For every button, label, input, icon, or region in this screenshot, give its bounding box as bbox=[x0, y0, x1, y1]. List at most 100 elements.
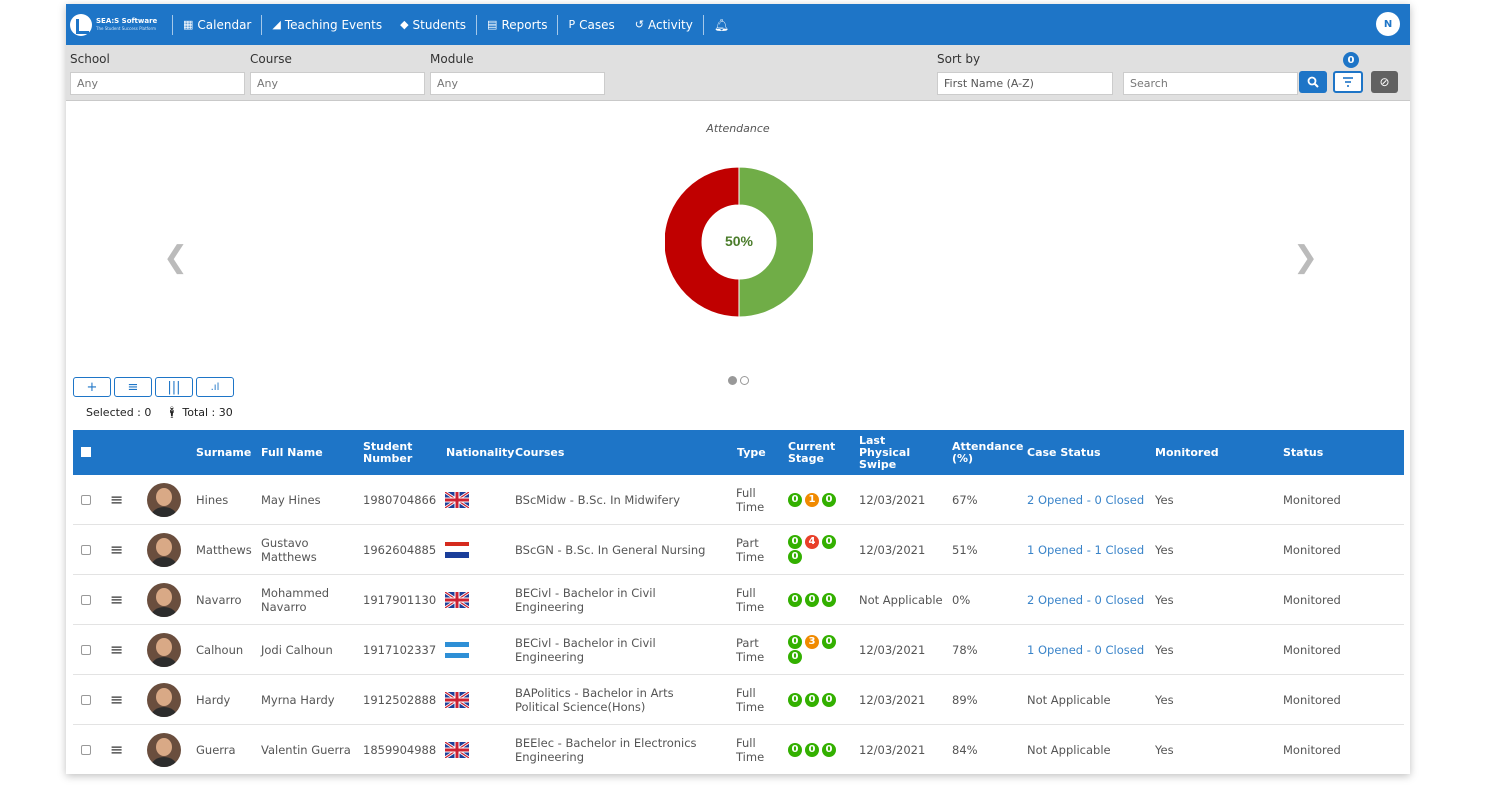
stage-badge[interactable]: 0 bbox=[788, 635, 802, 649]
bar-chart-icon: .ıl bbox=[210, 381, 220, 393]
stage-badge[interactable]: 0 bbox=[822, 635, 836, 649]
module-select[interactable]: Any bbox=[430, 72, 605, 95]
surname-cell: Hardy bbox=[196, 692, 231, 707]
nav-cases[interactable]: P Cases bbox=[564, 18, 618, 32]
row-menu-icon[interactable]: ≡ bbox=[110, 539, 124, 559]
table-row[interactable]: ≡ Matthews Gustavo Matthews 1962604885 B… bbox=[73, 525, 1404, 575]
student-avatar[interactable] bbox=[147, 682, 181, 717]
nationality-cell bbox=[445, 475, 469, 524]
search-input[interactable]: Search bbox=[1123, 72, 1298, 95]
student-avatar[interactable] bbox=[147, 582, 181, 617]
app-logo[interactable]: SEA:S Software The Student Success Platf… bbox=[70, 13, 166, 36]
sort-select[interactable]: First Name (A-Z) bbox=[937, 72, 1113, 95]
stage-badge[interactable]: 0 bbox=[788, 550, 802, 564]
course-cell: BScGN - B.Sc. In General Nursing bbox=[515, 542, 706, 557]
stage-badge[interactable]: 0 bbox=[788, 492, 802, 507]
table-row[interactable]: ≡ Hardy Myrna Hardy 1912502888 BAPolitic… bbox=[73, 675, 1404, 725]
user-avatar[interactable]: N bbox=[1376, 12, 1400, 36]
col-case-status[interactable]: Case Status bbox=[1027, 445, 1101, 459]
notifications-button[interactable]: 🔔︎ bbox=[710, 18, 733, 32]
filter-button[interactable] bbox=[1333, 71, 1363, 93]
student-number-cell: 1917901130 bbox=[363, 592, 437, 607]
row-checkbox[interactable] bbox=[81, 644, 91, 655]
col-student-number[interactable]: Student Number bbox=[363, 439, 413, 465]
row-menu-icon[interactable]: ≡ bbox=[110, 489, 124, 509]
table-row[interactable]: ≡ Navarro Mohammed Navarro 1917901130 BE… bbox=[73, 575, 1404, 625]
col-type[interactable]: Type bbox=[737, 445, 766, 459]
donut-slice-2[interactable] bbox=[665, 166, 740, 318]
chart-view-button[interactable]: .ıl bbox=[196, 377, 234, 397]
clear-filters-button[interactable]: ⊘ bbox=[1371, 71, 1398, 93]
row-checkbox[interactable] bbox=[81, 494, 91, 505]
stage-badge[interactable]: 0 bbox=[822, 592, 836, 607]
student-avatar[interactable] bbox=[147, 482, 181, 517]
columns-view-button[interactable]: ||| bbox=[155, 377, 193, 397]
stage-badge[interactable]: 0 bbox=[805, 742, 819, 757]
carousel-next-button[interactable]: ❯ bbox=[1293, 240, 1319, 275]
table-row[interactable]: ≡ Calhoun Jodi Calhoun 1917102337 BECivl… bbox=[73, 625, 1404, 675]
nav-calendar[interactable]: ▦ Calendar bbox=[179, 18, 255, 32]
col-surname[interactable]: Surname bbox=[196, 445, 252, 459]
carousel-prev-button[interactable]: ❮ bbox=[163, 240, 189, 275]
row-menu-icon[interactable]: ≡ bbox=[110, 739, 124, 759]
chart-title: Attendance bbox=[706, 122, 770, 135]
col-attendance[interactable]: Attendance (%) bbox=[952, 439, 1024, 465]
add-student-button[interactable]: + bbox=[73, 377, 111, 397]
stage-badge[interactable]: 3 bbox=[805, 635, 819, 649]
col-monitored[interactable]: Monitored bbox=[1155, 445, 1219, 459]
col-status[interactable]: Status bbox=[1283, 445, 1324, 459]
attendance-donut-chart: 50% bbox=[665, 166, 813, 318]
search-button[interactable] bbox=[1299, 71, 1327, 93]
stage-badge[interactable]: 0 bbox=[822, 742, 836, 757]
col-nationality[interactable]: Nationality bbox=[446, 445, 515, 459]
carousel-dot-1[interactable] bbox=[728, 376, 737, 385]
student-avatar[interactable] bbox=[147, 632, 181, 667]
nav-activity[interactable]: ↺ Activity bbox=[631, 18, 697, 32]
col-current-stage[interactable]: Current Stage bbox=[788, 439, 836, 465]
stage-badge[interactable]: 1 bbox=[805, 492, 819, 507]
stage-badge[interactable]: 0 bbox=[805, 692, 819, 707]
stage-badge[interactable]: 0 bbox=[805, 592, 819, 607]
row-menu-icon[interactable]: ≡ bbox=[110, 639, 124, 659]
table-row[interactable]: ≡ Hines May Hines 1980704866 BScMidw - B… bbox=[73, 475, 1404, 525]
col-courses[interactable]: Courses bbox=[515, 445, 565, 459]
ban-icon: ⊘ bbox=[1379, 75, 1390, 89]
stage-badge[interactable]: 0 bbox=[788, 692, 802, 707]
donut-slice-1[interactable] bbox=[738, 166, 813, 318]
type-cell: Full Time bbox=[736, 735, 765, 764]
list-view-button[interactable]: ≡ bbox=[114, 377, 152, 397]
course-select[interactable]: Any bbox=[250, 72, 425, 95]
stage-badge[interactable]: 0 bbox=[788, 742, 802, 757]
school-select[interactable]: Any bbox=[70, 72, 245, 95]
stage-badge[interactable]: 0 bbox=[822, 535, 836, 549]
carousel-dot-2[interactable] bbox=[740, 376, 749, 385]
select-all-checkbox[interactable] bbox=[81, 447, 91, 457]
col-last-swipe[interactable]: Last Physical Swipe bbox=[859, 433, 911, 471]
attendance-cell: 67% bbox=[952, 492, 978, 507]
nav-reports[interactable]: ▤ Reports bbox=[483, 18, 551, 32]
stage-badge[interactable]: 0 bbox=[822, 492, 836, 507]
nationality-cell bbox=[445, 675, 469, 724]
stage-badge[interactable]: 0 bbox=[788, 650, 802, 664]
nav-students[interactable]: ◆ Students bbox=[396, 18, 470, 32]
student-number-cell: 1962604885 bbox=[363, 542, 437, 557]
row-checkbox[interactable] bbox=[81, 594, 91, 605]
row-checkbox[interactable] bbox=[81, 744, 91, 755]
nav-reports-label: Reports bbox=[501, 17, 548, 32]
row-checkbox[interactable] bbox=[81, 694, 91, 705]
monitored-cell: Yes bbox=[1155, 692, 1174, 707]
nav-teaching-events[interactable]: ◢ Teaching Events bbox=[268, 18, 386, 32]
stage-badge[interactable]: 0 bbox=[788, 592, 802, 607]
stage-badge[interactable]: 0 bbox=[822, 692, 836, 707]
student-avatar[interactable] bbox=[147, 532, 181, 567]
table-row[interactable]: ≡ Guerra Valentin Guerra 1859904988 BEEl… bbox=[73, 725, 1404, 774]
row-menu-icon[interactable]: ≡ bbox=[110, 589, 124, 609]
stage-badge[interactable]: 4 bbox=[805, 535, 819, 549]
row-checkbox[interactable] bbox=[81, 544, 91, 555]
col-full-name[interactable]: Full Name bbox=[261, 445, 323, 459]
row-menu-icon[interactable]: ≡ bbox=[110, 689, 124, 709]
nav-divider bbox=[172, 14, 173, 35]
stage-badge[interactable]: 0 bbox=[788, 535, 802, 549]
student-avatar[interactable] bbox=[147, 732, 181, 767]
